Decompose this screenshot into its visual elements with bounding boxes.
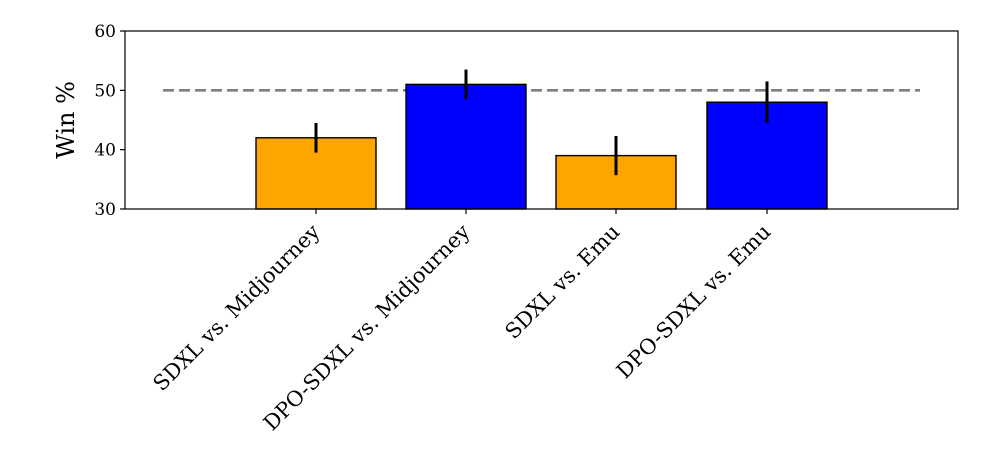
x-category-label-1: SDXL vs. Midjourney [148, 219, 324, 395]
y-tick-label-30: 30 [94, 200, 116, 220]
plot-frame [124, 30, 959, 210]
x-category-label-3: SDXL vs. Emu [500, 220, 624, 344]
y-axis-label: Win % [52, 81, 80, 159]
x-category-label-4: DPO-SDXL vs. Emu [612, 220, 776, 384]
y-tick-label-50: 50 [94, 81, 116, 101]
y-tick-label-40: 40 [94, 141, 116, 161]
bar-2 [405, 83, 527, 210]
y-tick-label-60: 60 [94, 22, 116, 42]
